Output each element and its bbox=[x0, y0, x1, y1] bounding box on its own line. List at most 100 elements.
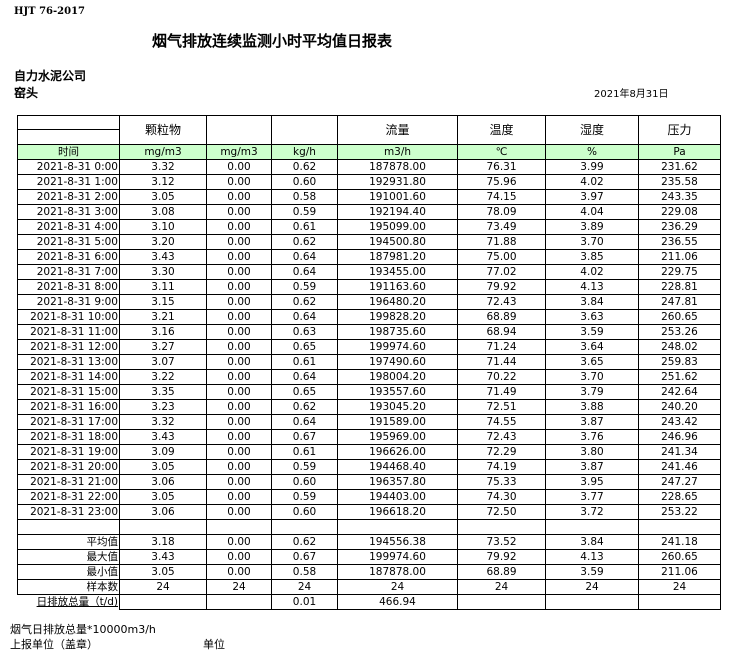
cell: 3.05 bbox=[119, 459, 207, 475]
cell: 72.29 bbox=[457, 444, 546, 460]
table-row: 2021-8-31 5:00 3.20 0.00 0.62 194500.80 71.88… bbox=[17, 234, 721, 250]
summary-row: 样本数 24 24 24 24 24 24 24 bbox=[17, 579, 721, 595]
cell: 0.00 bbox=[206, 294, 272, 310]
cell: 247.81 bbox=[638, 294, 721, 310]
cell: 0.62 bbox=[271, 534, 338, 550]
cell: 3.84 bbox=[545, 534, 639, 550]
cell: 3.77 bbox=[545, 489, 639, 505]
row-label: 2021-8-31 20:00 bbox=[17, 459, 120, 475]
cell: 3.76 bbox=[545, 429, 639, 445]
cell: 3.88 bbox=[545, 399, 639, 415]
cell: 72.43 bbox=[457, 294, 546, 310]
row-label: 时间 bbox=[17, 144, 120, 160]
cell: 3.59 bbox=[545, 564, 639, 580]
cell: 251.62 bbox=[638, 369, 721, 385]
row-label: 2021-8-31 22:00 bbox=[17, 489, 120, 505]
cell: 0.00 bbox=[206, 219, 272, 235]
cell: 0.59 bbox=[271, 279, 338, 295]
row-label: 2021-8-31 5:00 bbox=[17, 234, 120, 250]
cell: 3.09 bbox=[119, 444, 207, 460]
cell: 74.19 bbox=[457, 459, 546, 475]
cell: 68.94 bbox=[457, 324, 546, 340]
cell: 259.83 bbox=[638, 354, 721, 370]
cell: 0.00 bbox=[206, 534, 272, 550]
cell: 191163.60 bbox=[337, 279, 458, 295]
cell: 0.62 bbox=[271, 234, 338, 250]
cell: 3.06 bbox=[119, 504, 207, 520]
cell: 3.64 bbox=[545, 339, 639, 355]
cell: 241.46 bbox=[638, 459, 721, 475]
cell: 196618.20 bbox=[337, 504, 458, 520]
cell: 211.06 bbox=[638, 564, 721, 580]
cell: 4.13 bbox=[545, 549, 639, 565]
cell: 198735.60 bbox=[337, 324, 458, 340]
cell: 3.20 bbox=[119, 234, 207, 250]
cell: 228.65 bbox=[638, 489, 721, 505]
cell: 3.27 bbox=[119, 339, 207, 355]
cell: 3.12 bbox=[119, 174, 207, 190]
table-row: 2021-8-31 18:00 3.43 0.00 0.67 195969.00 72.4… bbox=[17, 429, 721, 445]
cell: 0.63 bbox=[271, 324, 338, 340]
cell: 74.15 bbox=[457, 189, 546, 205]
cell: 72.50 bbox=[457, 504, 546, 520]
column-header: 流量 bbox=[337, 115, 458, 145]
cell: 0.64 bbox=[271, 249, 338, 265]
cell: 466.94 bbox=[337, 594, 458, 610]
cell: 0.59 bbox=[271, 489, 338, 505]
cell: 3.23 bbox=[119, 399, 207, 415]
row-label: 2021-8-31 6:00 bbox=[17, 249, 120, 265]
cell: 247.27 bbox=[638, 474, 721, 490]
cell: 3.43 bbox=[119, 249, 207, 265]
cell: 4.02 bbox=[545, 264, 639, 280]
cell bbox=[206, 519, 272, 535]
cell: 192931.80 bbox=[337, 174, 458, 190]
column-header bbox=[17, 115, 120, 145]
cell: 76.31 bbox=[457, 159, 546, 175]
cell: 70.22 bbox=[457, 369, 546, 385]
cell: 3.32 bbox=[119, 159, 207, 175]
row-label: 2021-8-31 12:00 bbox=[17, 339, 120, 355]
summary-row: 最小值 3.05 0.00 0.58 187878.00 68.89 3.59 211.06 bbox=[17, 564, 721, 580]
cell: 0.00 bbox=[206, 489, 272, 505]
row-label: 2021-8-31 18:00 bbox=[17, 429, 120, 445]
column-header: 压力 bbox=[638, 115, 721, 145]
cell bbox=[17, 519, 120, 535]
cell: 3.87 bbox=[545, 414, 639, 430]
cell: 0.60 bbox=[271, 174, 338, 190]
header-row: 颗粒物 流量 温度 湿度 压力 bbox=[17, 115, 721, 145]
cell: 3.11 bbox=[119, 279, 207, 295]
cell: 260.65 bbox=[638, 549, 721, 565]
footer-note: 烟气日排放总量*10000m3/h bbox=[10, 623, 156, 636]
cell: 24 bbox=[206, 579, 272, 595]
cell: % bbox=[545, 144, 639, 160]
table-row: 2021-8-31 4:00 3.10 0.00 0.61 195099.00 73.49… bbox=[17, 219, 721, 235]
cell: 0.00 bbox=[206, 504, 272, 520]
cell: 228.81 bbox=[638, 279, 721, 295]
row-label: 2021-8-31 15:00 bbox=[17, 384, 120, 400]
cell: 199828.20 bbox=[337, 309, 458, 325]
cell: mg/m3 bbox=[206, 144, 272, 160]
cell: m3/h bbox=[337, 144, 458, 160]
cell: 193455.00 bbox=[337, 264, 458, 280]
cell: 241.18 bbox=[638, 534, 721, 550]
cell: 74.30 bbox=[457, 489, 546, 505]
cell bbox=[457, 519, 546, 535]
cell: 191001.60 bbox=[337, 189, 458, 205]
cell bbox=[457, 594, 546, 610]
cell: 0.00 bbox=[206, 264, 272, 280]
report-date: 2021年8月31日 bbox=[594, 89, 669, 100]
cell: 75.33 bbox=[457, 474, 546, 490]
cell: 3.65 bbox=[545, 354, 639, 370]
cell: 3.79 bbox=[545, 384, 639, 400]
cell: 3.18 bbox=[119, 534, 207, 550]
cell: 71.44 bbox=[457, 354, 546, 370]
column-header: 颗粒物 bbox=[119, 115, 207, 145]
cell: 3.80 bbox=[545, 444, 639, 460]
cell: 3.05 bbox=[119, 489, 207, 505]
row-label: 2021-8-31 0:00 bbox=[17, 159, 120, 175]
cell: 0.00 bbox=[206, 309, 272, 325]
table-row: 2021-8-31 20:00 3.05 0.00 0.59 194468.40 74.1… bbox=[17, 459, 721, 475]
cell: 0.60 bbox=[271, 504, 338, 520]
cell: 24 bbox=[545, 579, 639, 595]
cell: 229.08 bbox=[638, 204, 721, 220]
